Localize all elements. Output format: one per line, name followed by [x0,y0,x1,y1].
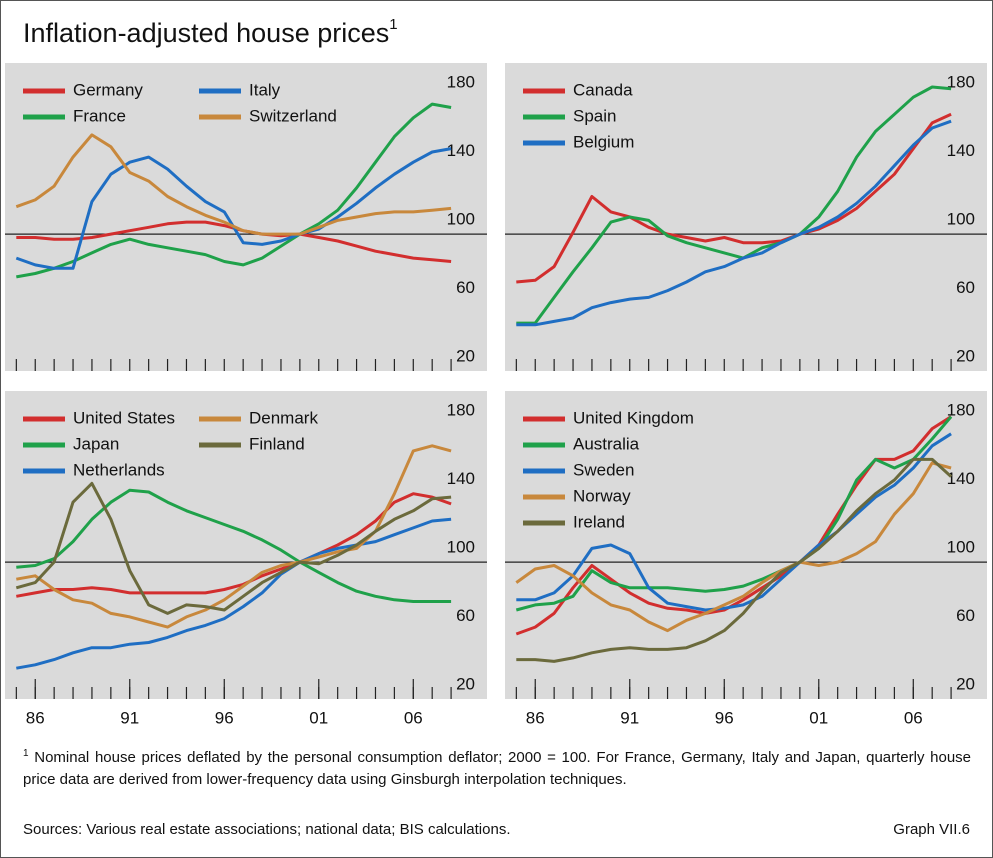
series-line [516,112,952,284]
legend-label: United States [73,408,175,427]
legend-label: United Kingdom [573,408,694,427]
x-tick-label: 01 [309,708,328,727]
y-tick-label: 20 [956,674,975,693]
series-line [516,432,952,612]
series-line [15,481,452,615]
x-tick-label: 96 [715,708,734,727]
series-line [15,133,452,236]
series-line [516,85,952,325]
legend-label: Denmark [249,408,318,427]
y-tick-label: 60 [956,278,975,297]
x-tick-label: 86 [26,708,45,727]
x-tick-label: 91 [620,708,639,727]
legend-label: Italy [249,80,281,99]
series-line [515,461,952,633]
legend-label: Finland [249,434,305,453]
x-tick-label: 01 [809,708,828,727]
panel-background [505,63,987,371]
x-tick-label: 06 [904,708,923,727]
legend-label: Netherlands [73,460,165,479]
legend-label: Japan [73,434,119,453]
legend-label: Canada [573,80,633,99]
series-line [516,119,952,327]
y-tick-label: 20 [456,674,475,693]
y-tick-label: 60 [456,606,475,625]
y-tick-label: 140 [947,141,975,160]
x-tick-label: 06 [404,708,423,727]
y-tick-label: 100 [947,538,975,557]
y-tick-label: 180 [447,401,475,420]
legend-label: Germany [73,80,143,99]
footnote: 1 Nominal house prices deflated by the p… [23,743,971,791]
series-line [16,517,452,670]
panel-background [5,391,487,699]
y-tick-label: 20 [956,346,975,365]
series-line [516,457,953,663]
graph-label: Graph VII.6 [893,821,970,838]
legend-label: Norway [573,486,631,505]
series-line [515,415,953,612]
legend-label: Sweden [573,460,634,479]
title-text: Inflation-adjusted house prices [23,18,389,48]
series-line [16,492,452,598]
legend-label: Ireland [573,512,625,531]
series-line [16,488,452,603]
y-tick-label: 140 [447,141,475,160]
footnote-text: Nominal house prices deflated by the per… [23,749,971,788]
title: Inflation-adjusted house prices1 [23,16,398,48]
chart-area: Inflation-adjusted house prices1 20 60 100… [5,16,987,727]
legend-label: Switzerland [249,106,337,125]
sources: Sources: Various real estate association… [23,821,511,838]
title-marker: 1 [389,16,397,33]
y-tick-label: 100 [447,210,475,229]
series-line [16,102,452,279]
x-tick-label: 91 [120,708,139,727]
x-tick-label: 86 [526,708,545,727]
y-tick-label: 140 [447,469,475,488]
legend-label: France [73,106,126,125]
panel-background [5,63,487,371]
y-tick-label: 60 [456,278,475,297]
y-tick-label: 180 [947,73,975,92]
y-tick-label: 60 [956,606,975,625]
y-tick-label: 140 [947,469,975,488]
legend-label: Spain [573,106,616,125]
y-tick-label: 20 [456,346,475,365]
y-tick-label: 100 [447,538,475,557]
x-tick-label: 96 [215,708,234,727]
panel-background [505,391,987,699]
footnote-marker: 1 [23,748,29,759]
legend-label: Australia [573,434,640,453]
y-tick-label: 180 [947,401,975,420]
y-tick-label: 100 [947,210,975,229]
y-tick-label: 180 [447,73,475,92]
legend-label: Belgium [573,132,634,151]
series-line [16,444,452,629]
